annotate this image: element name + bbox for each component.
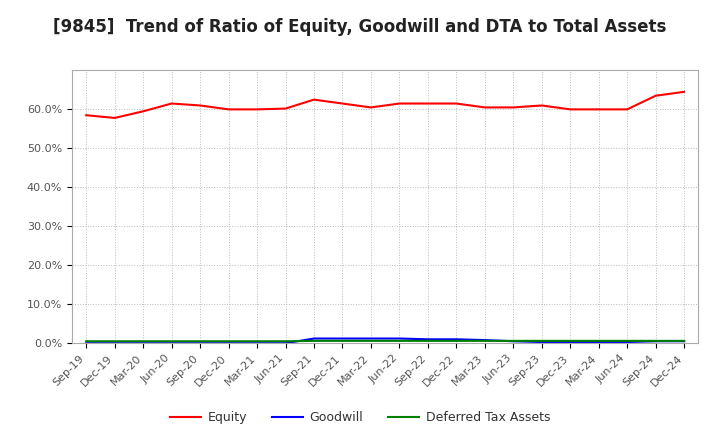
Deferred Tax Assets	[452, 338, 461, 344]
Goodwill	[509, 339, 518, 344]
Goodwill	[366, 336, 375, 341]
Deferred Tax Assets	[366, 338, 375, 344]
Equity	[395, 101, 404, 106]
Equity	[310, 97, 318, 102]
Goodwill	[282, 341, 290, 346]
Deferred Tax Assets	[310, 338, 318, 344]
Equity	[423, 101, 432, 106]
Deferred Tax Assets	[253, 339, 261, 344]
Deferred Tax Assets	[282, 339, 290, 344]
Deferred Tax Assets	[82, 339, 91, 344]
Goodwill	[566, 339, 575, 345]
Deferred Tax Assets	[395, 338, 404, 344]
Goodwill	[253, 341, 261, 346]
Deferred Tax Assets	[110, 339, 119, 344]
Goodwill	[680, 339, 688, 344]
Goodwill	[225, 341, 233, 346]
Equity	[110, 115, 119, 121]
Deferred Tax Assets	[423, 338, 432, 344]
Goodwill	[338, 336, 347, 341]
Deferred Tax Assets	[167, 339, 176, 344]
Goodwill	[623, 339, 631, 345]
Goodwill	[480, 337, 489, 343]
Deferred Tax Assets	[480, 338, 489, 344]
Goodwill	[452, 337, 461, 342]
Deferred Tax Assets	[509, 338, 518, 344]
Goodwill	[310, 336, 318, 341]
Equity	[282, 106, 290, 111]
Equity	[196, 103, 204, 108]
Equity	[537, 103, 546, 108]
Deferred Tax Assets	[338, 338, 347, 344]
Equity	[452, 101, 461, 106]
Line: Goodwill: Goodwill	[86, 338, 684, 343]
Text: [9845]  Trend of Ratio of Equity, Goodwill and DTA to Total Assets: [9845] Trend of Ratio of Equity, Goodwil…	[53, 18, 667, 36]
Equity	[225, 107, 233, 112]
Goodwill	[167, 341, 176, 346]
Equity	[139, 109, 148, 114]
Equity	[509, 105, 518, 110]
Deferred Tax Assets	[652, 338, 660, 344]
Goodwill	[395, 336, 404, 341]
Equity	[167, 101, 176, 106]
Deferred Tax Assets	[537, 338, 546, 344]
Deferred Tax Assets	[566, 338, 575, 344]
Equity	[595, 107, 603, 112]
Goodwill	[196, 341, 204, 346]
Goodwill	[423, 337, 432, 342]
Deferred Tax Assets	[623, 338, 631, 344]
Equity	[82, 113, 91, 118]
Goodwill	[110, 341, 119, 346]
Deferred Tax Assets	[595, 338, 603, 344]
Goodwill	[595, 339, 603, 345]
Equity	[480, 105, 489, 110]
Equity	[253, 107, 261, 112]
Deferred Tax Assets	[225, 339, 233, 344]
Deferred Tax Assets	[196, 339, 204, 344]
Deferred Tax Assets	[139, 339, 148, 344]
Goodwill	[652, 339, 660, 344]
Goodwill	[82, 341, 91, 346]
Equity	[652, 93, 660, 99]
Equity	[623, 107, 631, 112]
Equity	[680, 89, 688, 95]
Deferred Tax Assets	[680, 338, 688, 344]
Equity	[566, 107, 575, 112]
Legend: Equity, Goodwill, Deferred Tax Assets: Equity, Goodwill, Deferred Tax Assets	[165, 407, 555, 429]
Equity	[366, 105, 375, 110]
Goodwill	[537, 339, 546, 345]
Line: Equity: Equity	[86, 92, 684, 118]
Equity	[338, 101, 347, 106]
Goodwill	[139, 341, 148, 346]
